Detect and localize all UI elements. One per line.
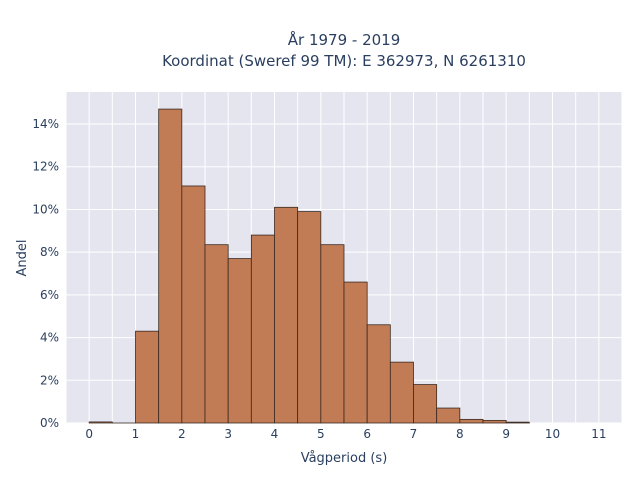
histogram-bar <box>227 258 252 424</box>
x-tick-label: 5 <box>317 427 325 441</box>
histogram-bar <box>250 234 275 424</box>
histogram-bar <box>459 418 484 424</box>
histogram-bar <box>436 407 461 424</box>
histogram-bar <box>135 330 160 424</box>
chart-title-line1: År 1979 - 2019 <box>288 30 401 49</box>
x-tick-label: 2 <box>178 427 186 441</box>
histogram-bar <box>320 244 345 424</box>
histogram-bar <box>505 421 530 424</box>
histogram-bar <box>343 281 368 424</box>
x-tick-label: 3 <box>224 427 232 441</box>
y-tick-label: 8% <box>40 245 59 259</box>
y-tick-labels: 0% 2% 4% 6% 8% 10% 12% 14% <box>32 117 59 430</box>
bars <box>88 108 530 424</box>
x-tick-label: 1 <box>132 427 140 441</box>
x-tick-label: 0 <box>85 427 93 441</box>
histogram-bar <box>88 421 113 424</box>
x-tick-label: 6 <box>363 427 371 441</box>
x-tick-label: 10 <box>545 427 560 441</box>
y-tick-label: 4% <box>40 331 59 345</box>
histogram-bar <box>366 324 391 424</box>
y-tick-label: 0% <box>40 416 59 430</box>
histogram-bar <box>158 108 183 424</box>
x-tick-label: 7 <box>410 427 418 441</box>
histogram-bar <box>389 361 414 424</box>
x-tick-labels: 0 1 2 3 4 5 6 7 8 9 10 11 <box>85 427 606 441</box>
y-tick-label: 2% <box>40 373 59 387</box>
y-tick-label: 14% <box>32 117 59 131</box>
histogram-bar <box>204 244 229 424</box>
y-tick-label: 12% <box>32 160 59 174</box>
x-tick-label: 11 <box>591 427 606 441</box>
y-tick-label: 6% <box>40 288 59 302</box>
x-tick-label: 8 <box>456 427 464 441</box>
y-axis-label: Andel <box>15 240 30 277</box>
histogram-bar <box>482 420 507 424</box>
histogram-bar <box>181 185 206 424</box>
x-axis-label: Vågperiod (s) <box>301 451 388 466</box>
x-tick-label: 4 <box>271 427 279 441</box>
chart-title-line2: Koordinat (Sweref 99 TM): E 362973, N 62… <box>162 52 526 70</box>
y-tick-label: 10% <box>32 202 59 216</box>
histogram-bar <box>413 384 438 424</box>
histogram-bar <box>274 206 299 424</box>
histogram-bar <box>297 211 322 424</box>
x-tick-label: 9 <box>502 427 510 441</box>
